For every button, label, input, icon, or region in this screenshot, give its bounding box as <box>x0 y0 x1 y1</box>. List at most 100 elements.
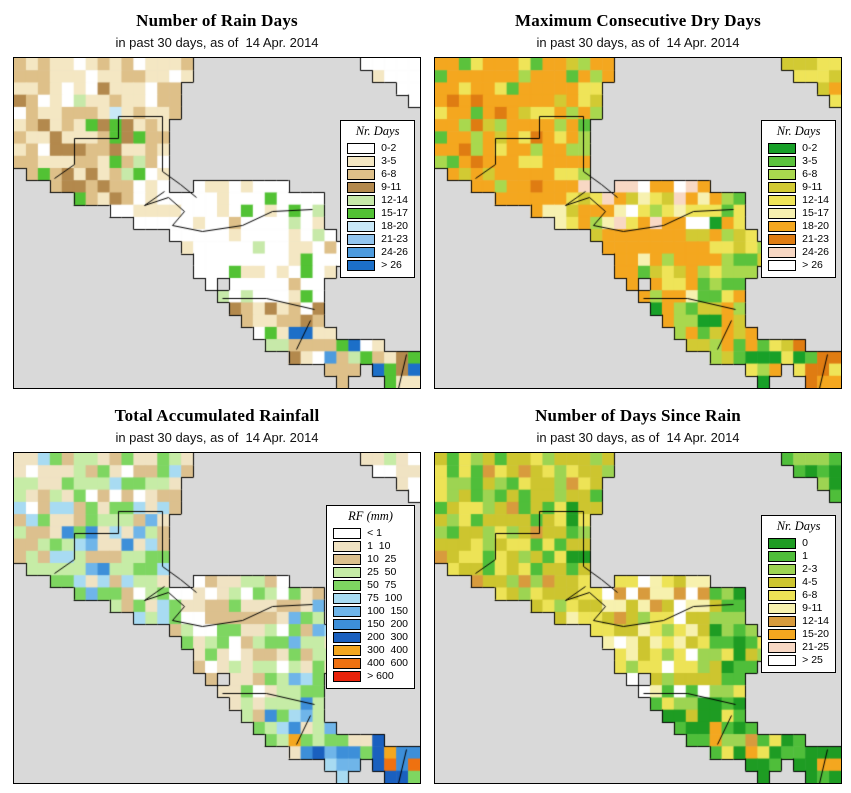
legend-label: 6-8 <box>802 589 818 601</box>
legend-swatch <box>768 551 797 562</box>
legend-label: 0-2 <box>381 142 397 154</box>
legend-swatch <box>768 195 797 206</box>
legend-entry: 1 10 <box>333 540 408 553</box>
legend-swatch <box>333 658 362 669</box>
legend-swatch <box>333 593 362 604</box>
legend-entry: < 1 <box>333 527 408 540</box>
legend-label: > 26 <box>802 259 823 271</box>
legend-label: > 26 <box>381 259 402 271</box>
legend-entry: 15-17 <box>347 207 408 220</box>
legend-swatch <box>768 208 797 219</box>
legend-entry: 2-3 <box>768 563 829 576</box>
legend-entry: 50 75 <box>333 579 408 592</box>
map-days-since-rain: Nr. Days 0 1 2-3 4-5 6-8 9-11 12-14 15-20 21-25 >… <box>434 452 842 784</box>
panel-dry-days: Maximum Consecutive Dry Days in past 30 … <box>434 8 842 389</box>
legend-label: 18-20 <box>802 220 829 232</box>
legend-label: 15-17 <box>381 207 408 219</box>
legend-entry: 75 100 <box>333 592 408 605</box>
legend-swatch <box>347 247 376 258</box>
legend-label: 6-8 <box>802 168 818 180</box>
legend-swatch <box>333 580 362 591</box>
legend-entry: 18-20 <box>768 220 829 233</box>
legend-entry: 9-11 <box>768 602 829 615</box>
legend-label: 1 10 <box>367 540 391 552</box>
legend-swatch <box>347 156 376 167</box>
legend-entry: 21-23 <box>347 233 408 246</box>
legend-entry: 100 150 <box>333 605 408 618</box>
legend-entry: 15-17 <box>768 207 829 220</box>
legend-title-accumulated-rainfall: RF (mm) <box>348 509 393 523</box>
legend-entry: 3-5 <box>347 155 408 168</box>
legend-entry: 4-5 <box>768 576 829 589</box>
legend-label: 150 200 <box>367 618 408 630</box>
legend-label: 2-3 <box>802 563 818 575</box>
legend-entries-dry-days: 0-2 3-5 6-8 9-11 12-14 15-17 18-20 21-23 24-26 > … <box>768 142 829 272</box>
legend-swatch <box>768 260 797 271</box>
legend-swatch <box>333 645 362 656</box>
legend-entry: 12-14 <box>347 194 408 207</box>
legend-entry: 1 <box>768 550 829 563</box>
legend-entry: 21-25 <box>768 641 829 654</box>
legend-label: 3-5 <box>802 155 818 167</box>
legend-entry: 24-26 <box>347 246 408 259</box>
legend-label: 50 75 <box>367 579 397 591</box>
legend-label: 300 400 <box>367 644 408 656</box>
map-rain-days: Nr. Days 0-2 3-5 6-8 9-11 12-14 15-17 18-20 21-… <box>13 57 421 389</box>
legend-entry: > 26 <box>347 259 408 272</box>
legend-entry: 9-11 <box>768 181 829 194</box>
legend-dry-days: Nr. Days 0-2 3-5 6-8 9-11 12-14 15-17 18-20 21-… <box>761 120 836 278</box>
legend-label: 24-26 <box>381 246 408 258</box>
legend-days-since-rain: Nr. Days 0 1 2-3 4-5 6-8 9-11 12-14 15-20 21-25 >… <box>761 515 836 673</box>
legend-swatch <box>347 221 376 232</box>
legend-entry: 21-23 <box>768 233 829 246</box>
legend-label: 10 25 <box>367 553 397 565</box>
legend-entry: 400 600 <box>333 657 408 670</box>
legend-entry: 0-2 <box>347 142 408 155</box>
legend-label: 100 150 <box>367 605 408 617</box>
legend-entry: 6-8 <box>347 168 408 181</box>
legend-label: 12-14 <box>381 194 408 206</box>
legend-swatch <box>768 655 797 666</box>
legend-entry: 10 25 <box>333 553 408 566</box>
legend-label: 21-23 <box>381 233 408 245</box>
legend-title-days-since-rain: Nr. Days <box>776 519 821 533</box>
legend-swatch <box>768 603 797 614</box>
legend-swatch <box>768 629 797 640</box>
legend-entry: 9-11 <box>347 181 408 194</box>
legend-swatch <box>333 632 362 643</box>
panel-subtitle-accumulated-rainfall: in past 30 days, as of 14 Apr. 2014 <box>115 430 319 445</box>
legend-label: 9-11 <box>802 181 823 193</box>
legend-swatch <box>333 567 362 578</box>
legend-entries-days-since-rain: 0 1 2-3 4-5 6-8 9-11 12-14 15-20 21-25 > 25 <box>768 537 829 667</box>
legend-swatch <box>347 182 376 193</box>
legend-label: 18-20 <box>381 220 408 232</box>
panel-rain-days: Number of Rain Days in past 30 days, as … <box>13 8 421 389</box>
legend-label: 0 <box>802 537 808 549</box>
legend-label: 75 100 <box>367 592 403 604</box>
legend-swatch <box>768 221 797 232</box>
legend-swatch <box>333 528 362 539</box>
legend-entry: 3-5 <box>768 155 829 168</box>
legend-label: 9-11 <box>802 602 823 614</box>
legend-label: 4-5 <box>802 576 818 588</box>
panel-title-days-since-rain: Number of Days Since Rain <box>535 406 741 425</box>
panel-subtitle-rain-days: in past 30 days, as of 14 Apr. 2014 <box>115 35 319 50</box>
legend-label: 200 300 <box>367 631 408 643</box>
legend-swatch <box>333 606 362 617</box>
legend-swatch <box>333 541 362 552</box>
legend-swatch <box>333 671 362 682</box>
legend-swatch <box>768 156 797 167</box>
panel-subtitle-days-since-rain: in past 30 days, as of 14 Apr. 2014 <box>536 430 740 445</box>
legend-label: 25 50 <box>367 566 397 578</box>
legend-rain-days: Nr. Days 0-2 3-5 6-8 9-11 12-14 15-17 18-20 21-… <box>340 120 415 278</box>
panel-accumulated-rainfall: Total Accumulated Rainfall in past 30 da… <box>13 403 421 784</box>
legend-entry: 25 50 <box>333 566 408 579</box>
legend-entry: 300 400 <box>333 644 408 657</box>
legend-swatch <box>768 590 797 601</box>
panel-title-accumulated-rainfall: Total Accumulated Rainfall <box>114 406 320 425</box>
legend-label: 21-23 <box>802 233 829 245</box>
legend-entry: 200 300 <box>333 631 408 644</box>
panel-title-rain-days: Number of Rain Days <box>136 11 298 30</box>
